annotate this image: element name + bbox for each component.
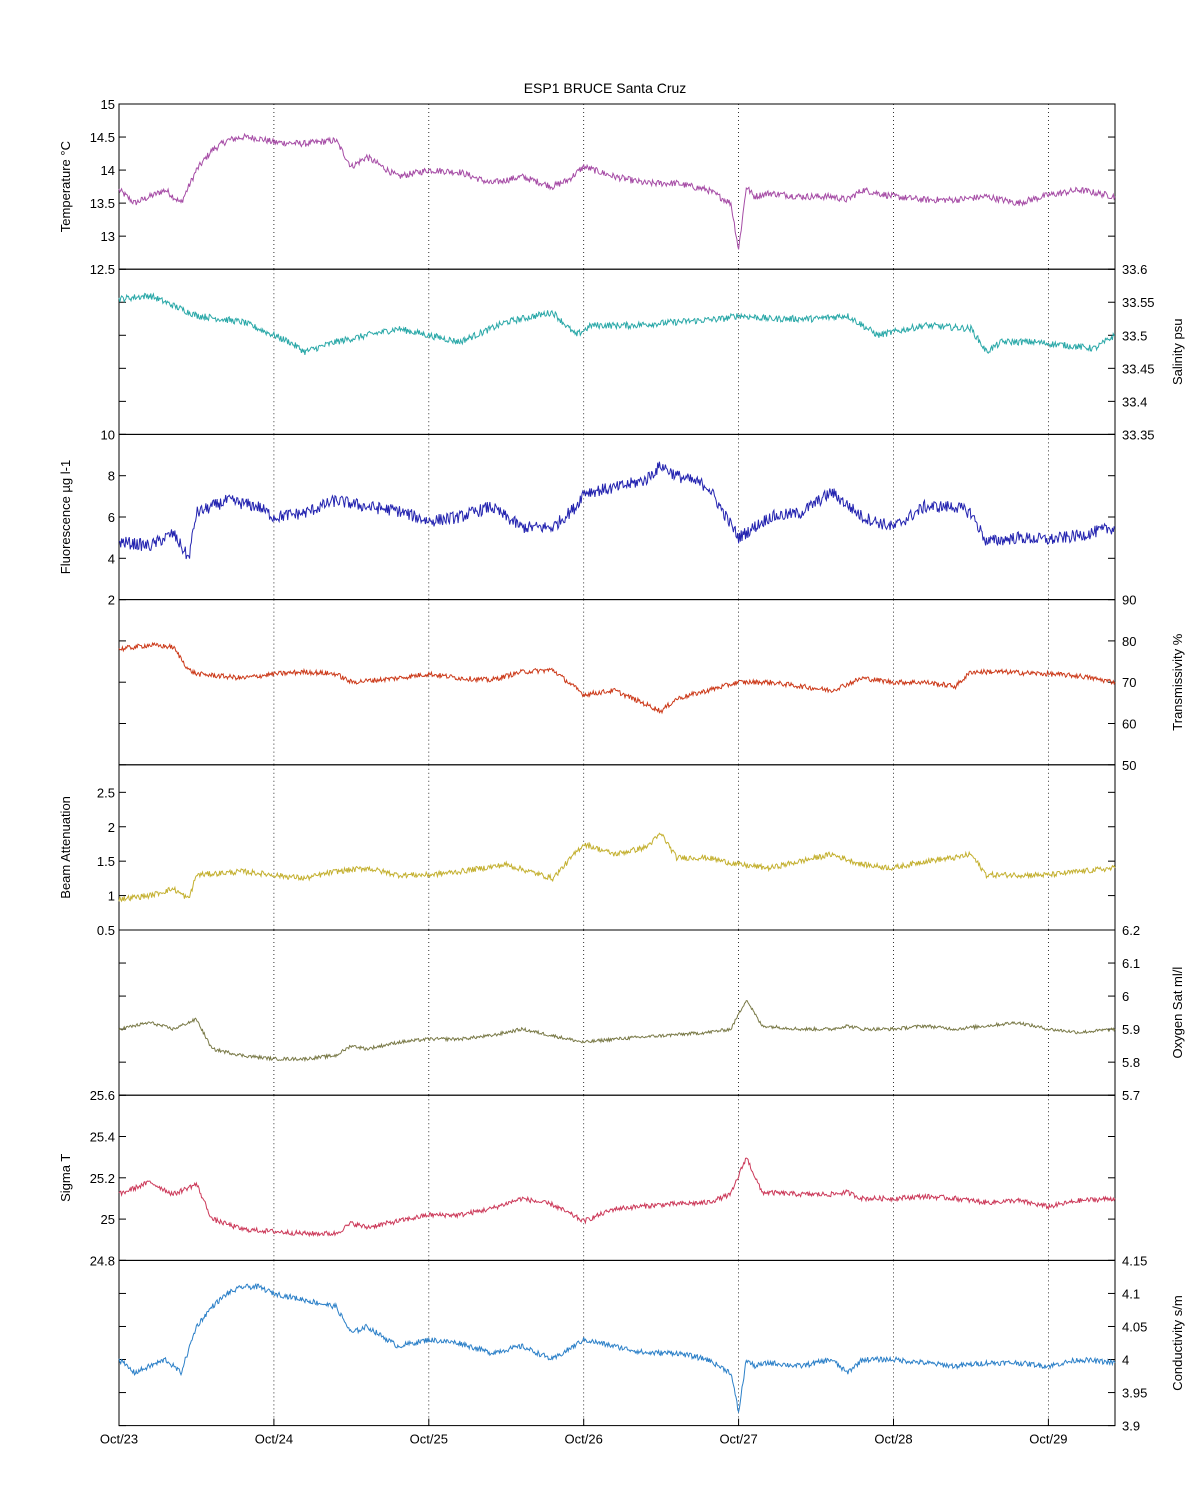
y-tick-label: 1	[108, 889, 115, 904]
panel-frame	[118, 1094, 1116, 1261]
panel-transmissivity: 50 60 70 80 90 Transmissivity %	[118, 593, 1185, 773]
x-tick-label: Oct/28	[874, 1432, 912, 1447]
y-tick-label: 0.5	[97, 923, 115, 938]
series-line-beam_attenuation	[118, 832, 1116, 903]
y-tick-label: 13.5	[90, 196, 115, 211]
panel-sigma_t: 24.8 25 25.2 25.4 25.6 Sigma T	[58, 1088, 1116, 1268]
y-tick-label: 4.05	[1122, 1319, 1147, 1334]
y-tick-label: 3.9	[1122, 1419, 1140, 1434]
y-tick-label: 6	[108, 510, 115, 525]
panel-oxygen_sat: 5.7 5.8 5.9 6 6.1 6.2 Oxygen Sat ml/l	[118, 923, 1185, 1103]
y-tick-label: 15	[101, 97, 115, 112]
y-tick-label: 50	[1122, 758, 1136, 773]
y-tick-label: 4	[1122, 1353, 1129, 1368]
series-line-conductivity	[118, 1282, 1116, 1414]
panel-temperature: 12.5 13 13.5 14 14.5 15 Temperature °C	[58, 97, 1116, 277]
y-tick-label: 8	[108, 469, 115, 484]
series-line-salinity	[118, 292, 1115, 355]
y-tick-label: 6	[1122, 989, 1129, 1004]
panel-frame	[118, 268, 1116, 435]
y-axis-label: Transmissivity %	[1170, 633, 1185, 730]
y-tick-label: 2.5	[97, 785, 115, 800]
y-tick-label: 1.5	[97, 854, 115, 869]
y-tick-label: 24.8	[90, 1253, 115, 1268]
y-tick-label: 25	[101, 1212, 115, 1227]
y-tick-label: 60	[1122, 717, 1136, 732]
panel-salinity: 33.35 33.4 33.45 33.5 33.55 33.6 Salinity psu	[118, 262, 1185, 442]
y-tick-label: 80	[1122, 634, 1136, 649]
panel-frame	[118, 1259, 1116, 1427]
y-tick-label: 33.4	[1122, 394, 1147, 409]
series-line-sigma_t	[118, 1157, 1116, 1238]
y-tick-label: 90	[1122, 593, 1136, 608]
series-line-oxygen_sat	[118, 1000, 1116, 1063]
panel-frame	[118, 764, 1116, 931]
x-tick-label: Oct/24	[255, 1432, 293, 1447]
y-axis-label: Sigma T	[58, 1154, 73, 1202]
panel-conductivity: 3.9 3.95 4 4.05 4.1 4.15 Conductivity s/m	[118, 1253, 1185, 1434]
y-axis-label: Conductivity s/m	[1170, 1295, 1185, 1390]
y-tick-label: 12.5	[90, 262, 115, 277]
y-tick-label: 70	[1122, 675, 1136, 690]
panel-fluorescence: 2 4 6 8 10 Fluorescence µg l-1	[58, 427, 1116, 608]
panel-frame	[118, 929, 1116, 1096]
y-tick-label: 5.8	[1122, 1055, 1140, 1070]
chart-title: ESP1 BRUCE Santa Cruz	[524, 80, 687, 96]
y-axis-label: Fluorescence µg l-1	[58, 460, 73, 574]
y-tick-label: 13	[101, 229, 115, 244]
panel-frame	[118, 599, 1116, 766]
y-tick-label: 33.45	[1122, 361, 1155, 376]
y-axis-label: Salinity psu	[1170, 319, 1185, 385]
x-tick-label: Oct/23	[100, 1432, 138, 1447]
y-tick-label: 33.35	[1122, 427, 1155, 442]
x-tick-label: Oct/26	[565, 1432, 603, 1447]
y-axis-label: Beam Attenuation	[58, 796, 73, 899]
y-tick-label: 4.15	[1122, 1253, 1147, 1268]
y-tick-label: 2	[108, 593, 115, 608]
y-tick-label: 25.6	[90, 1088, 115, 1103]
series-line-transmissivity	[118, 641, 1116, 715]
y-tick-label: 2	[108, 820, 115, 835]
y-axis-label: Oxygen Sat ml/l	[1170, 967, 1185, 1059]
y-tick-label: 33.6	[1122, 262, 1147, 277]
x-tick-label: Oct/29	[1029, 1432, 1067, 1447]
y-tick-label: 10	[101, 427, 115, 442]
y-tick-label: 14.5	[90, 130, 115, 145]
y-tick-label: 6.1	[1122, 956, 1140, 971]
panel-frame	[118, 433, 1116, 601]
y-tick-label: 3.95	[1122, 1386, 1147, 1401]
y-tick-label: 25.4	[90, 1130, 115, 1145]
y-axis-label: Temperature °C	[58, 141, 73, 232]
x-axis: Oct/23 Oct/24 Oct/25 Oct/26 Oct/27 Oct/28 Oct/…	[100, 1418, 1068, 1447]
y-tick-label: 33.5	[1122, 328, 1147, 343]
y-tick-label: 14	[101, 163, 115, 178]
y-tick-label: 4.1	[1122, 1286, 1140, 1301]
y-tick-label: 4	[108, 551, 115, 566]
panel-frame	[118, 103, 1116, 270]
y-tick-label: 6.2	[1122, 923, 1140, 938]
x-tick-label: Oct/25	[410, 1432, 448, 1447]
y-tick-label: 25.2	[90, 1171, 115, 1186]
y-tick-label: 33.55	[1122, 295, 1155, 310]
series-line-fluorescence	[118, 461, 1116, 560]
series-line-temperature	[118, 132, 1116, 250]
y-tick-label: 5.7	[1122, 1088, 1140, 1103]
x-tick-label: Oct/27	[719, 1432, 757, 1447]
y-tick-label: 5.9	[1122, 1022, 1140, 1037]
panel-beam_attenuation: 0.5 1 1.5 2 2.5 Beam Attenuation	[58, 764, 1116, 938]
